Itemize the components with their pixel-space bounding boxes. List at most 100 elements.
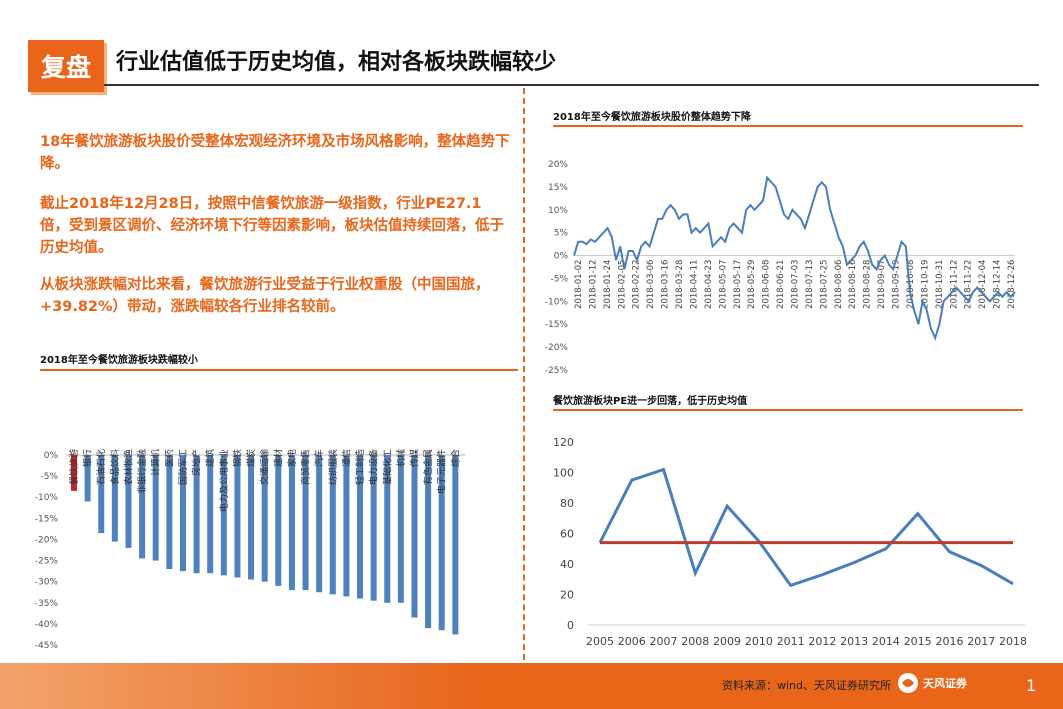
trend-y-tick: 5% — [554, 229, 569, 239]
pe-y-tick: 60 — [560, 528, 574, 541]
pe-chart-rule — [553, 409, 1023, 411]
bar-category-label: 机械 — [395, 449, 407, 467]
trend-y-tick: -10% — [545, 297, 569, 307]
pe-y-tick: 40 — [560, 558, 574, 571]
trend-x-label: 2018-12-04 — [978, 260, 988, 309]
trend-x-label: 2018-10-31 — [935, 260, 945, 309]
pe-x-label: 2012 — [808, 635, 836, 648]
bar-y-tick: 0% — [44, 451, 59, 461]
bar-category-label: 食品饮料 — [109, 449, 121, 485]
bar-25 — [411, 455, 418, 618]
trend-x-label: 2018-01-12 — [588, 260, 598, 309]
bar-y-tick: -15% — [35, 514, 59, 524]
pe-x-label: 2016 — [935, 635, 963, 648]
pe-x-label: 2007 — [650, 635, 678, 648]
trend-x-label: 2018-06-21 — [776, 260, 786, 309]
trend-x-label: 2018-08-16 — [848, 260, 858, 309]
bar-22 — [370, 455, 377, 601]
bar-category-label: 家电 — [286, 449, 298, 467]
pe-y-tick: 20 — [560, 589, 574, 602]
bar-y-tick: -45% — [35, 641, 59, 651]
bar-3 — [111, 455, 118, 542]
bar-category-label: 综合 — [449, 449, 461, 467]
trend-y-tick: 20% — [548, 160, 568, 170]
trend-y-tick: 0% — [554, 252, 569, 262]
pe-series-0 — [598, 467, 1014, 588]
trend-x-label: 2018-05-17 — [733, 260, 743, 309]
trend-y-tick: -25% — [545, 366, 569, 376]
bar-chart-rule — [40, 369, 518, 371]
bar-y-tick: -35% — [35, 599, 59, 609]
pe-x-label: 2013 — [840, 635, 868, 648]
trend-x-label: 2018-09-07 — [877, 260, 887, 309]
paragraph-3: 从板块涨跌幅对比来看，餐饮旅游行业受益于行业权重股（中国国旅，+39.82%）带… — [40, 277, 490, 315]
trend-x-label: 2018-04-23 — [704, 260, 714, 309]
trend-x-label: 2018-10-08 — [906, 260, 916, 309]
trend-x-label: 2018-11-12 — [949, 260, 959, 309]
trend-series-line — [573, 175, 1016, 341]
bar-category-label: 石油石化 — [95, 449, 107, 485]
bar-12 — [234, 455, 241, 578]
trend-x-label: 2018-02-22 — [632, 260, 642, 309]
trend-x-label: 2018-05-29 — [747, 260, 757, 309]
bar-8 — [179, 455, 186, 572]
bar-category-label: 餐饮旅游 — [68, 449, 80, 485]
bar-category-label: 商贸零售 — [300, 449, 312, 485]
bar-27 — [438, 455, 445, 631]
bar-category-label: 银行 — [82, 449, 94, 467]
bar-y-tick: -40% — [35, 620, 59, 630]
pe-x-label: 2014 — [872, 635, 900, 648]
bar-20 — [343, 455, 350, 597]
trend-x-label: 2018-07-03 — [791, 260, 801, 309]
trend-chart-rule — [553, 125, 1023, 127]
bar-category-label: 基础化工 — [381, 449, 393, 485]
trend-y-tick: 15% — [548, 183, 568, 193]
trend-x-label: 2018-03-06 — [646, 260, 656, 309]
bar-category-label: 房地产 — [191, 449, 203, 476]
bar-category-label: 传媒 — [409, 449, 421, 467]
trend-x-label: 2018-03-28 — [675, 260, 685, 309]
pe-x-label: 2018 — [999, 635, 1027, 648]
bar-24 — [397, 455, 404, 603]
bar-7 — [166, 455, 173, 569]
bar-y-tick: -20% — [35, 535, 59, 545]
logo-text: 天风证券 — [923, 677, 967, 690]
pe-x-label: 2005 — [586, 635, 614, 648]
bar-28 — [452, 455, 459, 635]
page-number: 1 — [1026, 676, 1037, 695]
bar-y-tick: -30% — [35, 578, 59, 588]
bar-category-label: 电力及公用事业 — [218, 449, 230, 512]
bar-category-label: 国防军工 — [177, 449, 189, 485]
trend-x-label: 2018-08-06 — [834, 260, 844, 309]
bar-category-label: 通信 — [340, 449, 352, 467]
bar-23 — [384, 455, 391, 603]
company-logo: 天风证券 — [897, 672, 967, 694]
trend-x-label: 2018-12-26 — [1007, 260, 1017, 309]
pe-y-tick: 0 — [567, 619, 574, 632]
trend-x-label: 2018-11-22 — [964, 260, 974, 309]
trend-x-label: 2018-10-19 — [920, 260, 930, 309]
bar-9 — [193, 455, 200, 574]
trend-x-label: 2018-01-24 — [603, 260, 613, 309]
bar-category-label: 农林牧渔 — [122, 449, 134, 485]
title-rule — [104, 84, 1039, 86]
pe-y-tick: 80 — [560, 497, 574, 510]
trend-x-label: 2018-05-07 — [718, 260, 728, 309]
bar-category-label: 纺织服装 — [327, 449, 339, 485]
bar-category-label: 电力设备 — [368, 449, 380, 485]
source-note: 资料来源：wind、天风证券研究所 — [722, 679, 892, 692]
bar-category-label: 建筑 — [204, 449, 216, 467]
bar-17 — [302, 455, 309, 591]
bar-6 — [152, 455, 159, 561]
bar-10 — [207, 455, 214, 574]
logo-icon — [898, 673, 918, 693]
trend-x-label: 2018-01-02 — [574, 260, 584, 309]
bar-category-label: 轻工制造 — [354, 449, 366, 485]
bar-category-label: 电子元器件 — [436, 449, 448, 494]
bar-15 — [275, 455, 282, 586]
bar-category-label: 汽车 — [313, 449, 325, 467]
trend-y-tick: -5% — [550, 274, 568, 284]
bar-14 — [261, 455, 268, 582]
trend-x-label: 2018-12-14 — [993, 260, 1003, 309]
